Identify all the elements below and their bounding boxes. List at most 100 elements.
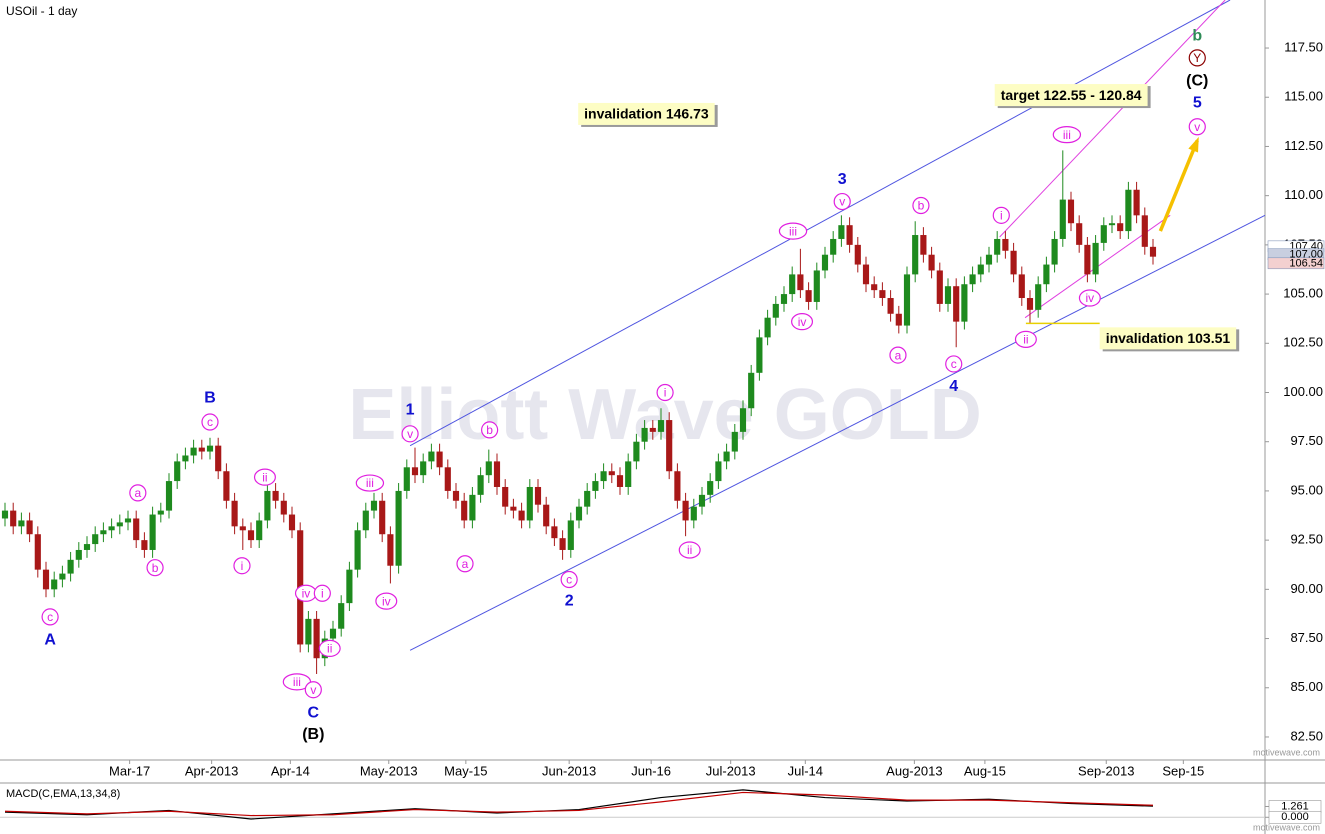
x-tick-label: Jun-2013 xyxy=(542,763,596,778)
wave-circle xyxy=(992,206,1010,224)
candle-body xyxy=(34,534,41,570)
wave-label: Y xyxy=(1193,51,1201,65)
price-tag xyxy=(1267,257,1325,270)
wave-label: b xyxy=(1192,27,1202,44)
y-tick-label: 87.50 xyxy=(1290,630,1323,645)
candle-body xyxy=(928,254,935,271)
candle-body xyxy=(994,238,1001,255)
candle-body xyxy=(42,569,50,590)
wave-label: iii xyxy=(366,476,374,490)
candle-body xyxy=(698,494,706,507)
candle-body xyxy=(26,520,33,535)
callout-box xyxy=(994,84,1148,107)
candle-body xyxy=(1133,189,1140,216)
wave-label: 5 xyxy=(1193,94,1202,111)
candle-body xyxy=(116,522,123,527)
candle-body xyxy=(10,510,17,527)
candle-body xyxy=(518,510,525,521)
arrow-shaft xyxy=(1158,139,1199,232)
y-tick-label: 82.50 xyxy=(1290,728,1323,743)
wave-circle xyxy=(355,474,385,492)
candle-body xyxy=(559,538,566,550)
macd-line xyxy=(4,791,1154,817)
wave-circle xyxy=(560,570,578,589)
trendline xyxy=(999,0,1226,238)
wave-circle xyxy=(791,313,814,331)
x-tick-label: Apr-14 xyxy=(271,763,310,778)
wave-circle xyxy=(1188,118,1206,136)
candle-body xyxy=(444,467,451,491)
candle-body xyxy=(707,481,714,495)
wave-circle xyxy=(129,484,147,502)
wave-circle xyxy=(678,541,701,559)
candle-body xyxy=(108,526,115,531)
macd-title: MACD(C,EMA,13,34,8) xyxy=(6,788,120,800)
candle-body xyxy=(428,451,435,462)
candle-body xyxy=(846,225,853,245)
candle-body xyxy=(403,467,410,491)
wave-label: 2 xyxy=(565,592,574,609)
candle-body xyxy=(879,290,886,299)
candle-body xyxy=(256,520,263,541)
wave-label: iv xyxy=(302,586,311,600)
candle-body xyxy=(338,603,345,629)
candle-body xyxy=(666,420,673,472)
candle-body xyxy=(411,467,419,476)
x-tick-label: Aug-15 xyxy=(964,763,1006,778)
wave-circle xyxy=(201,413,219,431)
candle-body xyxy=(493,461,501,487)
wave-label: i xyxy=(664,386,667,400)
candle-body xyxy=(485,461,492,476)
wave-label: A xyxy=(44,632,56,649)
callout: target 122.55 - 120.84 xyxy=(994,84,1151,109)
candle-body xyxy=(813,270,820,302)
candle-body xyxy=(100,530,107,535)
callout: invalidation 103.51 xyxy=(1099,327,1240,352)
wave-label: ii xyxy=(687,543,692,557)
y-tick-label: 97.50 xyxy=(1290,433,1323,448)
candle-body xyxy=(223,471,230,501)
wave-label: iv xyxy=(382,594,391,608)
candle-body xyxy=(526,486,533,521)
wave-label: c xyxy=(566,573,572,587)
candle-body xyxy=(1043,264,1050,285)
candle-body xyxy=(764,317,771,338)
wave-circle xyxy=(833,192,851,211)
candle-body xyxy=(157,510,164,515)
wave-label: ii xyxy=(1023,333,1028,347)
wave-label: a xyxy=(462,557,469,571)
candle-body xyxy=(682,500,689,521)
candle-body xyxy=(83,544,91,550)
candle-body xyxy=(149,514,156,550)
wave-label: 1 xyxy=(406,401,415,418)
candle-body xyxy=(502,486,509,507)
wave-label: 4 xyxy=(949,378,958,395)
y-tick-label: 95.00 xyxy=(1290,482,1323,497)
candle-body xyxy=(141,540,148,550)
x-tick-label: Jul-14 xyxy=(788,763,823,778)
wave-circle xyxy=(1188,49,1206,67)
wave-label: c xyxy=(47,610,53,624)
candle-body xyxy=(477,475,484,495)
candle-body xyxy=(395,490,402,566)
wave-circle xyxy=(313,584,331,602)
callout-text: invalidation 103.51 xyxy=(1106,330,1231,346)
candle-body xyxy=(944,286,952,304)
candle-body xyxy=(18,520,25,527)
candle-body xyxy=(674,471,681,501)
candle-body xyxy=(780,294,788,304)
candle-body xyxy=(649,427,656,432)
candle-body xyxy=(1141,215,1148,247)
wave-label: b xyxy=(152,561,159,575)
candle-body xyxy=(124,518,132,523)
wave-label: a xyxy=(134,486,141,500)
candle-body xyxy=(461,500,468,521)
candle-body xyxy=(641,427,648,442)
wave-circle xyxy=(1052,126,1082,144)
candle-body xyxy=(247,530,255,541)
candle-body xyxy=(871,284,878,291)
candle-body xyxy=(133,518,140,541)
callout-box xyxy=(578,102,715,125)
